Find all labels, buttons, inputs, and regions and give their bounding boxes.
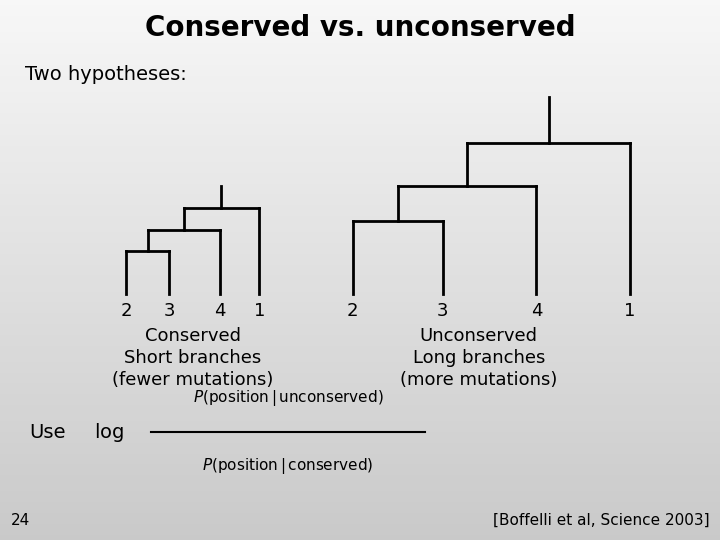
Text: Unconserved
Long branches
(more mutations): Unconserved Long branches (more mutation… — [400, 327, 557, 389]
Text: 4: 4 — [531, 302, 542, 320]
Text: Two hypotheses:: Two hypotheses: — [25, 65, 187, 84]
Text: Use: Use — [29, 422, 66, 442]
Text: 4: 4 — [214, 302, 225, 320]
Text: Conserved
Short branches
(fewer mutations): Conserved Short branches (fewer mutation… — [112, 327, 274, 389]
Text: 24: 24 — [11, 513, 30, 528]
Text: $P\mathrm{(position\,|\,unconserved)}$: $P\mathrm{(position\,|\,unconserved)}$ — [193, 388, 383, 408]
Text: $P\mathrm{(position\,|\,conserved)}$: $P\mathrm{(position\,|\,conserved)}$ — [202, 456, 374, 476]
Text: $\mathrm{log}$: $\mathrm{log}$ — [94, 421, 124, 443]
Text: 1: 1 — [624, 302, 636, 320]
Text: 3: 3 — [437, 302, 449, 320]
Text: 3: 3 — [163, 302, 175, 320]
Text: 2: 2 — [347, 302, 359, 320]
Text: 1: 1 — [253, 302, 265, 320]
Text: [Boffelli et al, Science 2003]: [Boffelli et al, Science 2003] — [492, 513, 709, 528]
Text: 2: 2 — [120, 302, 132, 320]
Text: Conserved vs. unconserved: Conserved vs. unconserved — [145, 14, 575, 42]
